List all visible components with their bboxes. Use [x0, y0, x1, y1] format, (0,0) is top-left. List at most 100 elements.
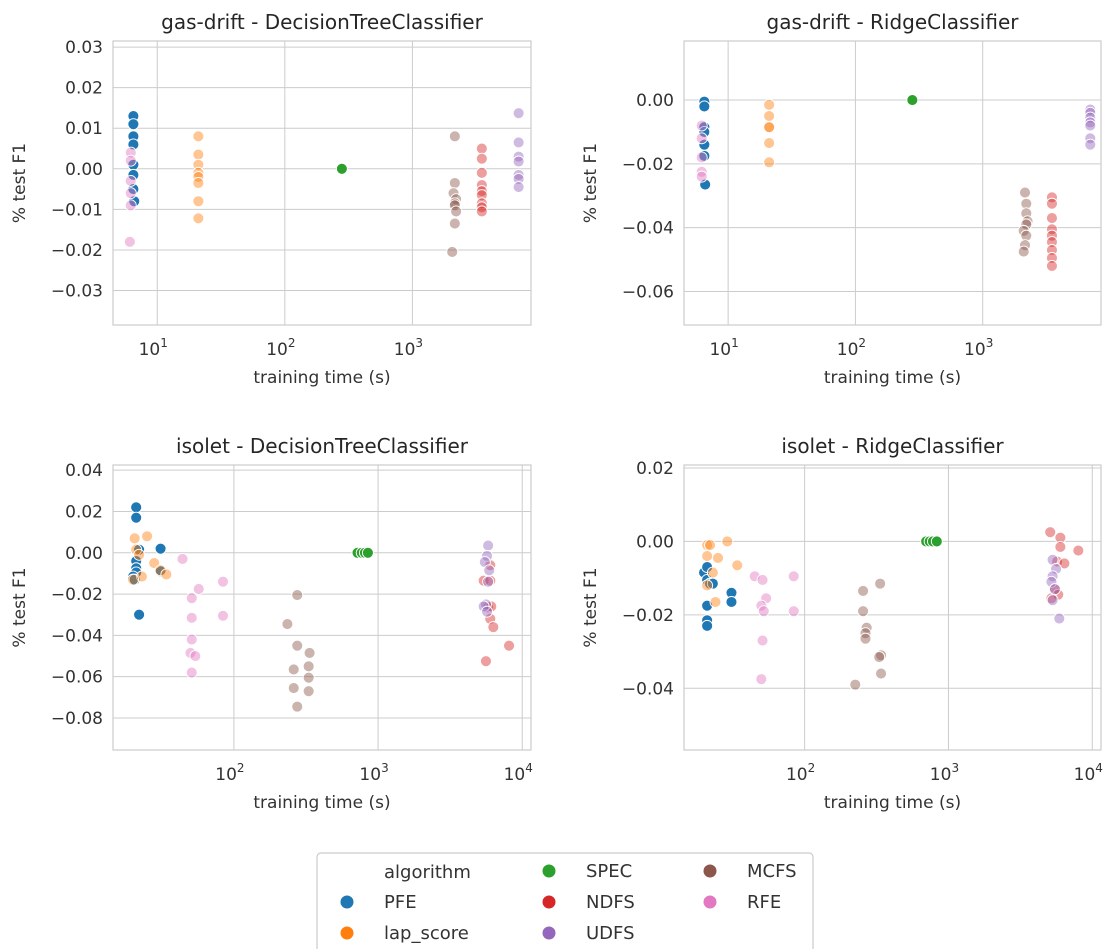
- series-udfs: [477, 539, 496, 618]
- series-rfe: [176, 553, 229, 679]
- data-point: [512, 168, 525, 181]
- data-point: [875, 667, 888, 680]
- data-point: [1050, 562, 1063, 575]
- legend-label: SPEC: [586, 861, 632, 882]
- x-tick-label: 103: [964, 336, 993, 360]
- legend-label: lap_score: [384, 923, 469, 944]
- y-tick-label: −0.01: [51, 200, 103, 220]
- data-point: [185, 611, 198, 624]
- data-point: [787, 570, 800, 583]
- data-point: [1044, 526, 1057, 539]
- y-tick-label: −0.03: [51, 282, 103, 302]
- data-point: [446, 246, 459, 258]
- data-point: [128, 532, 141, 545]
- data-point: [192, 195, 205, 208]
- data-point: [287, 663, 300, 676]
- x-tick-label: 102: [266, 336, 295, 360]
- data-point: [302, 685, 315, 698]
- data-point: [756, 574, 769, 586]
- series-lap-score: [192, 130, 205, 225]
- data-point: [755, 673, 768, 686]
- data-point: [857, 605, 870, 618]
- x-axis-label: training time (s): [253, 368, 390, 388]
- series-mcfs: [281, 589, 316, 713]
- data-point: [763, 110, 776, 122]
- chart-title: isolet - RidgeClassifier: [781, 434, 1004, 458]
- data-point: [757, 605, 770, 618]
- data-point: [192, 177, 205, 189]
- x-tick-label: 102: [215, 761, 244, 785]
- data-point: [475, 152, 488, 165]
- data-point: [731, 559, 744, 572]
- y-tick-label: 0.03: [65, 38, 103, 58]
- data-point: [192, 158, 205, 171]
- data-point: [124, 175, 137, 187]
- data-point: [192, 130, 205, 143]
- data-point: [302, 660, 315, 673]
- y-tick-label: 0.02: [65, 502, 103, 522]
- data-point: [291, 639, 304, 652]
- y-tick-label: 0.00: [65, 544, 103, 564]
- data-point: [192, 582, 205, 595]
- data-point: [192, 166, 205, 179]
- data-point: [335, 162, 348, 175]
- data-point: [906, 94, 919, 106]
- data-point: [763, 98, 776, 111]
- series-lap-score: [763, 98, 776, 169]
- data-point: [483, 564, 496, 577]
- legend-label: RFE: [747, 892, 781, 913]
- y-tick-label: −0.04: [51, 626, 103, 646]
- data-point: [291, 700, 304, 713]
- data-point: [448, 130, 461, 143]
- data-point: [475, 205, 488, 218]
- series-pfe: [127, 501, 167, 621]
- gridlines: [113, 41, 531, 325]
- chart-title: gas-drift - DecisionTreeClassifier: [161, 10, 483, 34]
- data-point: [124, 199, 137, 212]
- y-tick-label: 0.00: [636, 91, 674, 111]
- subplot-isolet-ridge: −0.04 −0.02 0.00 0.02 102 103 104 training time…: [581, 434, 1103, 813]
- subplot-isolet-decisiontree: −0.08 −0.06 −0.04 −0.02 0.00 0.02 0.04 102 103 10…: [10, 434, 533, 813]
- data-point: [217, 609, 229, 622]
- legend-box: [316, 852, 814, 949]
- y-axis-label: % test F1: [581, 567, 601, 647]
- data-point: [698, 125, 711, 138]
- data-point: [1046, 260, 1058, 272]
- series-lap-score: [127, 530, 173, 586]
- data-point: [512, 136, 525, 149]
- data-point: [512, 155, 525, 168]
- y-tick-label: −0.04: [622, 679, 674, 699]
- data-point: [303, 646, 316, 659]
- data-point: [1072, 544, 1085, 557]
- data-point: [695, 170, 708, 183]
- y-tick-label: −0.02: [622, 606, 674, 626]
- data-point: [857, 585, 870, 597]
- data-point: [475, 185, 488, 198]
- series-udfs: [1084, 103, 1097, 151]
- y-tick-label: −0.02: [51, 585, 103, 605]
- plot-frame: [683, 464, 1102, 751]
- data-point: [124, 187, 137, 200]
- plot-frame: [112, 464, 532, 751]
- legend-entry-mcfs: MCFS: [702, 861, 797, 882]
- data-point: [127, 573, 140, 586]
- legend-label: NDFS: [586, 892, 635, 913]
- data-point: [1084, 138, 1097, 151]
- data-point: [756, 634, 769, 647]
- data-point: [192, 170, 205, 183]
- data-point: [1054, 540, 1067, 553]
- x-tick-label: 101: [139, 336, 168, 360]
- data-point: [450, 205, 463, 218]
- x-tick-label: 104: [1074, 761, 1103, 785]
- legend-marker: [541, 925, 557, 941]
- data-point: [1053, 612, 1066, 625]
- data-point: [873, 651, 886, 664]
- series-ndfs: [1044, 526, 1085, 605]
- data-point: [475, 197, 488, 210]
- data-point: [185, 633, 198, 646]
- data-point: [475, 142, 488, 155]
- legend-label: UDFS: [586, 923, 635, 944]
- data-point: [127, 168, 140, 181]
